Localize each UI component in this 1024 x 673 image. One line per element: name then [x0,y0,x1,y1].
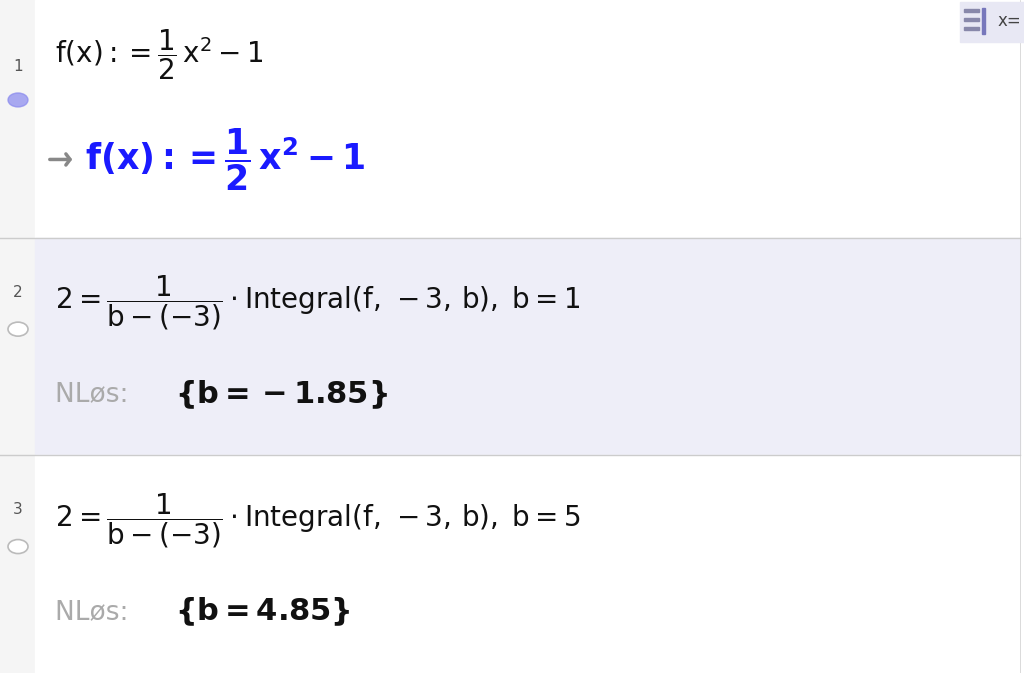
Ellipse shape [8,93,28,107]
Text: x=: x= [998,12,1022,30]
Bar [964,18,979,21]
Text: $2 = \dfrac{1}{\mathrm{b} - (-3)} \cdot \mathrm{Integral(f,\,-3,\,b),\;b = 1}$: $2 = \dfrac{1}{\mathrm{b} - (-3)} \cdot … [55,274,581,332]
Bar [35,455,1020,673]
Text: $\mathbf{\{b = 4.85\}}$: $\mathbf{\{b = 4.85\}}$ [175,596,350,629]
Text: $\mathrm{f(x) := \dfrac{1}{2}\,x^2 - 1}$: $\mathrm{f(x) := \dfrac{1}{2}\,x^2 - 1}$ [55,28,263,82]
Text: NLøs:: NLøs: [55,381,137,407]
Bar [964,27,979,30]
Text: 2: 2 [13,285,23,299]
Bar [35,238,1020,455]
Bar [961,2,1024,42]
Ellipse shape [8,322,28,336]
Ellipse shape [8,540,28,554]
Bar [964,9,979,12]
Text: 3: 3 [13,502,23,517]
Text: $2 = \dfrac{1}{\mathrm{b} - (-3)} \cdot \mathrm{Integral(f,\,-3,\,b),\;b = 5}$: $2 = \dfrac{1}{\mathrm{b} - (-3)} \cdot … [55,491,581,550]
Text: NLøs:: NLøs: [55,599,137,625]
Bar [0,0,35,673]
Text: $\mathbf{\{b = -1.85\}}$: $\mathbf{\{b = -1.85\}}$ [175,378,388,411]
Text: $\mathbf{f(x) := \dfrac{1}{2}\,x^2 - 1}$: $\mathbf{f(x) := \dfrac{1}{2}\,x^2 - 1}$ [85,126,366,193]
Bar [35,0,1020,238]
Text: 1: 1 [13,59,23,74]
Bar [982,8,985,34]
